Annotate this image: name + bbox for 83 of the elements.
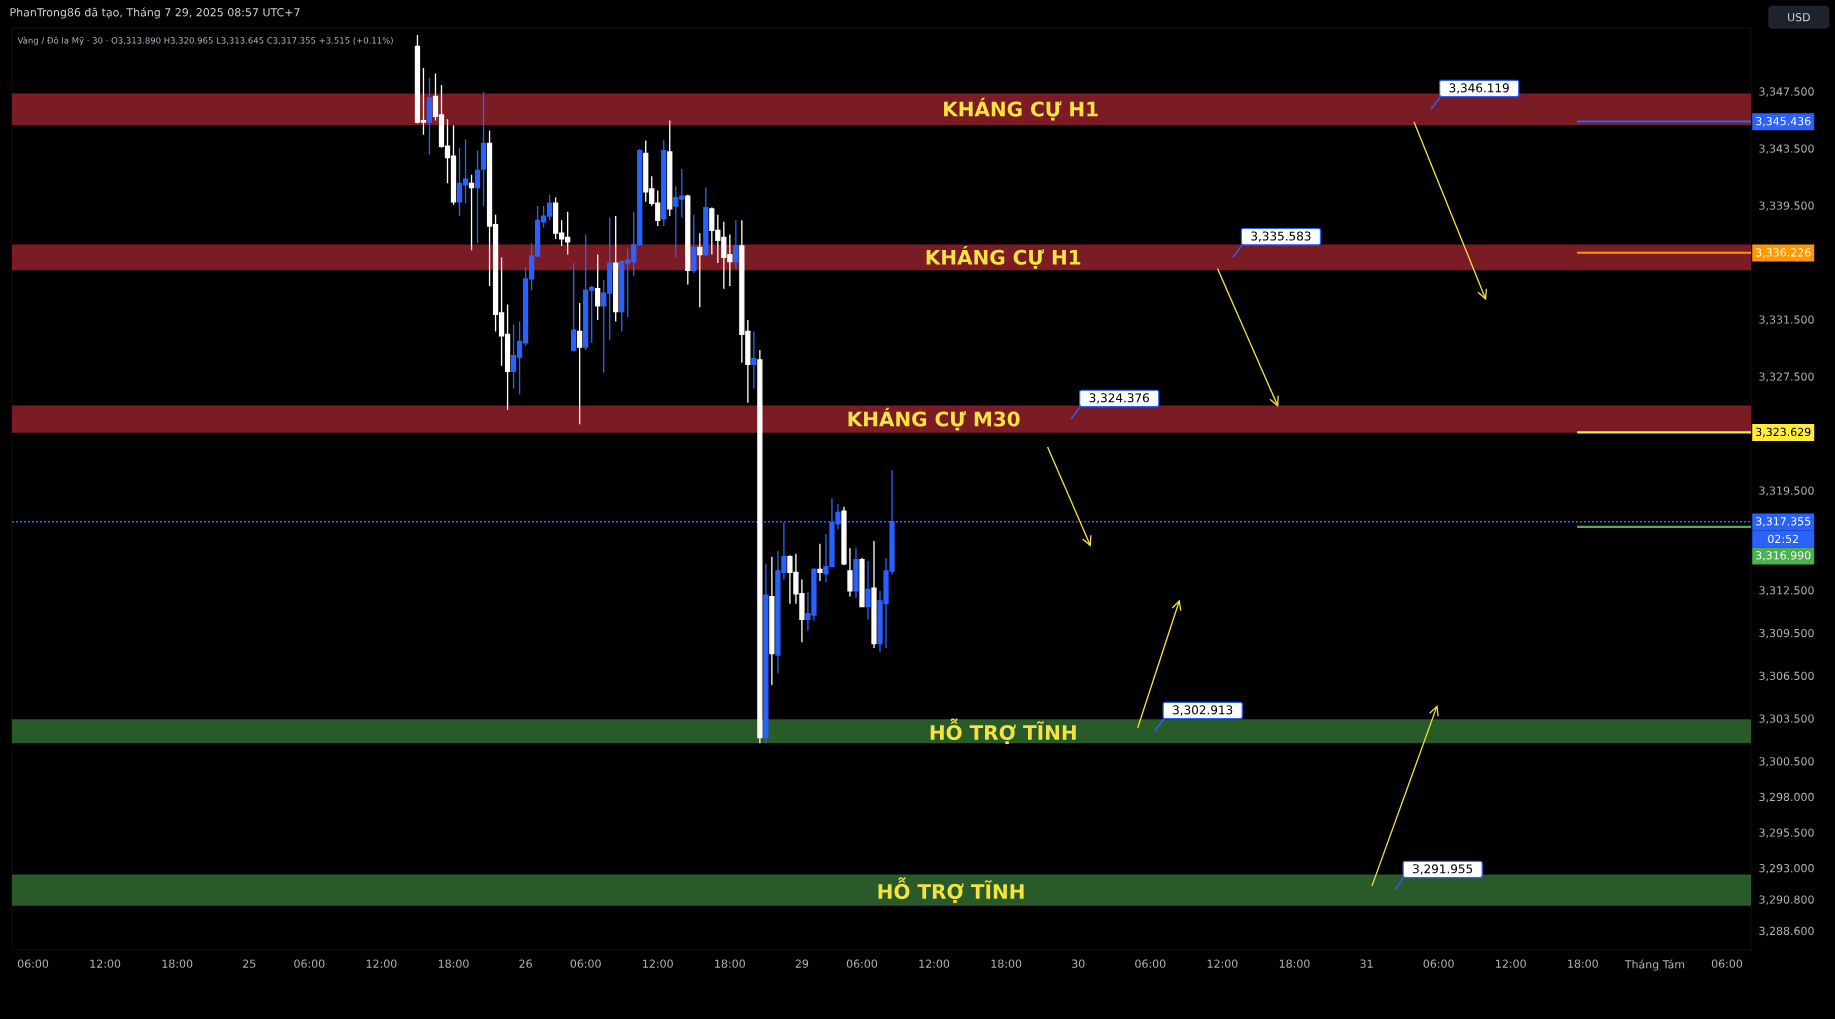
x-tick-label: 12:00 xyxy=(90,959,121,968)
x-tick-label: 18:00 xyxy=(438,959,469,968)
x-tick-label: 12:00 xyxy=(643,959,673,968)
candlestick xyxy=(763,563,769,745)
candlestick xyxy=(859,557,865,608)
x-tick-label: 12:00 xyxy=(919,959,950,968)
ref-line-label: 3,323.629 xyxy=(1756,427,1811,438)
x-tick-label: 06:00 xyxy=(570,959,601,968)
candlestick xyxy=(595,253,601,321)
y-tick-label: 3,309.500 xyxy=(1759,628,1814,639)
text: Vàng / Đô la Mỹ · 30 · O3,313.890 H3,320.965 L3,313.645 C3,317.355 +3.515 (+0.11%) xyxy=(17,36,393,46)
candlestick xyxy=(667,119,673,217)
x-tick-label: 06:00 xyxy=(294,959,325,968)
x-tick-label: 18:00 xyxy=(715,959,745,968)
candlestick xyxy=(697,232,703,308)
candlestick xyxy=(751,330,757,390)
band-label: KHÁNG CỰ M30 xyxy=(848,407,1020,431)
text: USD xyxy=(1788,13,1810,22)
y-tick-label: 3,300.500 xyxy=(1759,757,1814,767)
candlestick xyxy=(571,262,577,353)
y-tick-label: 3,339.500 xyxy=(1759,201,1814,211)
candlestick xyxy=(853,547,859,599)
band-label: KHÁNG CỰ H1 xyxy=(944,97,1098,121)
candlestick xyxy=(769,556,775,686)
y-tick-label: 3,288.600 xyxy=(1759,926,1814,937)
text: 02:52 xyxy=(1768,534,1798,544)
candlestick xyxy=(426,77,433,156)
x-tick-label: 18:00 xyxy=(162,959,193,968)
y-tick-label: 3,293.000 xyxy=(1759,864,1814,874)
candlestick xyxy=(577,302,583,425)
y-tick-label: 3,312.500 xyxy=(1759,586,1814,596)
x-tick-label: 06:00 xyxy=(17,959,49,968)
y-tick-label: 3,319.500 xyxy=(1759,486,1814,496)
y-tick-label: 3,295.500 xyxy=(1759,828,1814,838)
ref-line-label: 3,316.990 xyxy=(1756,551,1811,561)
candlestick xyxy=(865,560,871,621)
x-tick-label: 18:00 xyxy=(1279,959,1310,968)
y-tick-label: 3,303.500 xyxy=(1759,714,1814,724)
y-tick-label: 3,327.500 xyxy=(1759,372,1814,382)
candlestick xyxy=(733,219,739,270)
y-tick-label: 3,298.000 xyxy=(1759,792,1814,803)
annotation: 3,324.376 xyxy=(1089,393,1149,404)
x-tick-label: 06:00 xyxy=(846,959,878,968)
y-tick-label: 3,290.800 xyxy=(1759,895,1814,905)
ref-line-label: 3,317.355 xyxy=(1756,517,1811,527)
y-tick-label: 3,331.500 xyxy=(1759,315,1814,325)
x-tick-label: 06:00 xyxy=(1711,959,1743,968)
x-tick-label: 12:00 xyxy=(366,959,397,968)
candlestick xyxy=(841,506,847,566)
x-tick-label: 18:00 xyxy=(1568,959,1598,968)
x-tick-label: 31 xyxy=(1360,959,1373,968)
x-tick-label: 30 xyxy=(1072,959,1085,968)
candlestick xyxy=(480,91,487,207)
annotation: 3,346.119 xyxy=(1449,83,1509,94)
ref-line-label: 3,336.226 xyxy=(1756,248,1811,258)
candlestick xyxy=(613,215,619,323)
y-tick-label: 3,306.500 xyxy=(1759,671,1814,682)
x-tick-label: 12:00 xyxy=(1207,959,1238,968)
candlestick xyxy=(871,540,877,649)
y-tick-label: 3,347.500 xyxy=(1759,87,1814,97)
annotation: 3,335.583 xyxy=(1251,231,1311,242)
candlestick xyxy=(474,149,481,244)
annotation: 3,291.955 xyxy=(1413,864,1473,875)
x-tick-label: 06:00 xyxy=(1135,959,1166,968)
band-label: HỖ TRỢ TĨNH xyxy=(930,718,1076,745)
candlestick xyxy=(847,547,853,598)
chart-title: PhanTrong86 đã tạo, Tháng 7 29, 2025 08:57 UTC+7 xyxy=(10,7,300,19)
candlestick xyxy=(468,174,475,251)
x-tick-label: Tháng Tám xyxy=(1624,959,1685,971)
x-tick-label: 12:00 xyxy=(1496,959,1526,968)
y-tick-label: 3,343.500 xyxy=(1759,144,1814,154)
x-tick-label: 29 xyxy=(795,959,809,968)
candlestick xyxy=(757,349,763,745)
candlestick xyxy=(817,543,823,582)
x-tick-label: 06:00 xyxy=(1423,959,1454,968)
band-label: HỖ TRỢ TĨNH xyxy=(878,877,1024,903)
band-label: KHÁNG CỰ H1 xyxy=(926,246,1081,269)
x-tick-label: 25 xyxy=(243,959,256,968)
ref-line-label: 3,345.436 xyxy=(1756,117,1811,127)
x-tick-label: 18:00 xyxy=(991,959,1022,968)
x-tick-label: 26 xyxy=(519,959,532,968)
annotation: 3,302.913 xyxy=(1173,705,1233,716)
candlestick xyxy=(691,214,697,274)
